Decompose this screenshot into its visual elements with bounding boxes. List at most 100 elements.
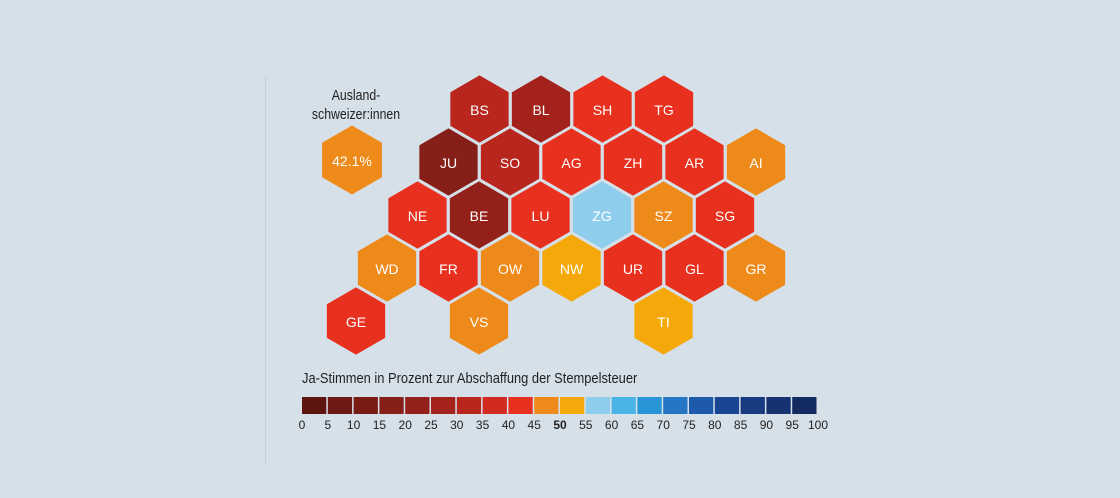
legend-swatch	[766, 397, 791, 414]
legend-tick-label: 20	[399, 418, 413, 432]
legend-swatch	[560, 397, 585, 414]
legend-swatch	[405, 397, 430, 414]
canton-hex-shape	[663, 232, 726, 304]
legend-tick-label: 60	[605, 418, 619, 432]
canton-label: FR	[439, 261, 458, 277]
canton-label: AG	[561, 155, 581, 171]
canton-hex-fr: FR	[417, 232, 480, 304]
canton-label: BL	[532, 102, 549, 118]
canton-hex-ju: JU	[417, 126, 480, 198]
canton-hex-shape	[448, 73, 511, 145]
canton-label: LU	[532, 208, 550, 224]
abroad-title: Ausland- schweizer:innen	[307, 86, 405, 124]
canton-hex-nw: NW	[540, 232, 603, 304]
canton-hex-shape	[479, 232, 541, 304]
canton-label: SG	[715, 208, 735, 224]
legend-title: Ja-Stimmen in Prozent zur Abschaffung de…	[302, 370, 638, 387]
abroad-value-label: 42.1%	[332, 153, 372, 169]
canton-label: GE	[346, 314, 366, 330]
legend-tick-label: 100	[808, 418, 828, 432]
canton-hex-ur: UR	[602, 232, 664, 304]
canton-hex-shape	[540, 126, 603, 198]
legend-tick-label: 75	[682, 418, 696, 432]
legend-swatch	[302, 397, 327, 414]
canton-hex-shape	[632, 179, 695, 251]
canton-hex-ge: GE	[325, 285, 387, 357]
abroad-title-line1: Ausland-	[331, 87, 381, 104]
canton-label: OW	[498, 261, 523, 277]
canton-hex-shape	[325, 285, 387, 357]
canton-hex-shape	[356, 232, 418, 304]
legend-tick-label: 5	[324, 418, 331, 432]
legend-swatch	[379, 397, 404, 414]
canton-label: ZH	[624, 155, 643, 171]
legend-tick-label: 15	[373, 418, 387, 432]
legend-tick-label: 70	[657, 418, 671, 432]
legend-tick-label: 35	[476, 418, 490, 432]
canton-label: NE	[408, 208, 427, 224]
canton-hex-shape	[448, 285, 510, 357]
canton-hex-shape	[571, 179, 633, 251]
canton-hex-shape	[479, 126, 541, 198]
legend-swatch	[689, 397, 714, 414]
canton-label: TG	[654, 102, 673, 118]
legend-tick-label: 55	[579, 418, 593, 432]
canton-hex-shape	[694, 179, 756, 251]
legend-swatch	[353, 397, 378, 414]
canton-label: BE	[470, 208, 489, 224]
legend-swatch	[611, 397, 636, 414]
canton-hex-shape	[510, 73, 572, 145]
canton-hex-zg: ZG	[571, 179, 633, 251]
canton-label: SH	[593, 102, 612, 118]
canton-hex-shape	[725, 126, 787, 198]
legend-swatch	[714, 397, 740, 414]
canton-hex-shape	[602, 232, 664, 304]
canton-label: WD	[375, 261, 398, 277]
legend-tick-label: 50	[553, 418, 567, 432]
legend-tick-label: 65	[631, 418, 645, 432]
canton-hex-shape	[509, 179, 572, 251]
legend-swatch	[663, 397, 688, 414]
legend-tick-label: 40	[502, 418, 516, 432]
canton-hex-shape	[725, 232, 787, 304]
legend-tick-label: 0	[299, 418, 306, 432]
abroad-hex-group: 42.1%	[322, 125, 382, 195]
divider-line	[265, 76, 266, 464]
canton-label: UR	[623, 261, 643, 277]
legend-swatch	[482, 397, 507, 414]
canton-hex-bl: BL	[510, 73, 572, 145]
canton-label: SZ	[655, 208, 673, 224]
canton-hexes: BS BL SH TG JU SO AG ZH AR AI NE BE LU ZG SZ SG WD FR OW NW…	[325, 73, 787, 357]
legend-swatch	[456, 397, 482, 414]
canton-label: AI	[749, 155, 762, 171]
canton-hex-be: BE	[448, 179, 510, 251]
legend-swatch	[637, 397, 662, 414]
canton-hex-lu: LU	[509, 179, 572, 251]
legend-tick-label: 80	[708, 418, 722, 432]
canton-hex-ow: OW	[479, 232, 541, 304]
legend-swatch	[534, 397, 559, 414]
canton-hex-wd: WD	[356, 232, 418, 304]
canton-hex-so: SO	[479, 126, 541, 198]
legend-scale: 0 5 10 15 20 25 30 35 40 45 50 55 60 65 70 75 80 85 90 95 10…	[299, 397, 828, 432]
legend-swatch	[327, 397, 353, 414]
canton-hex-shape	[386, 179, 449, 251]
legend-swatch	[740, 397, 765, 414]
canton-hex-shape	[417, 126, 480, 198]
canton-label: NW	[560, 261, 584, 277]
canton-hex-vs: VS	[448, 285, 510, 357]
canton-hex-ar: AR	[663, 126, 726, 198]
legend-tick-label: 25	[424, 418, 438, 432]
canton-label: ZG	[592, 208, 611, 224]
canton-hex-shape	[663, 126, 726, 198]
canton-hex-ag: AG	[540, 126, 603, 198]
canton-hex-tg: TG	[633, 73, 695, 145]
canton-label: AR	[685, 155, 704, 171]
legend-tick-label: 30	[450, 418, 464, 432]
legend-swatch	[431, 397, 456, 414]
canton-hex-sh: SH	[571, 73, 634, 145]
canton-hex-shape	[571, 73, 634, 145]
canton-hex-shape	[633, 73, 695, 145]
